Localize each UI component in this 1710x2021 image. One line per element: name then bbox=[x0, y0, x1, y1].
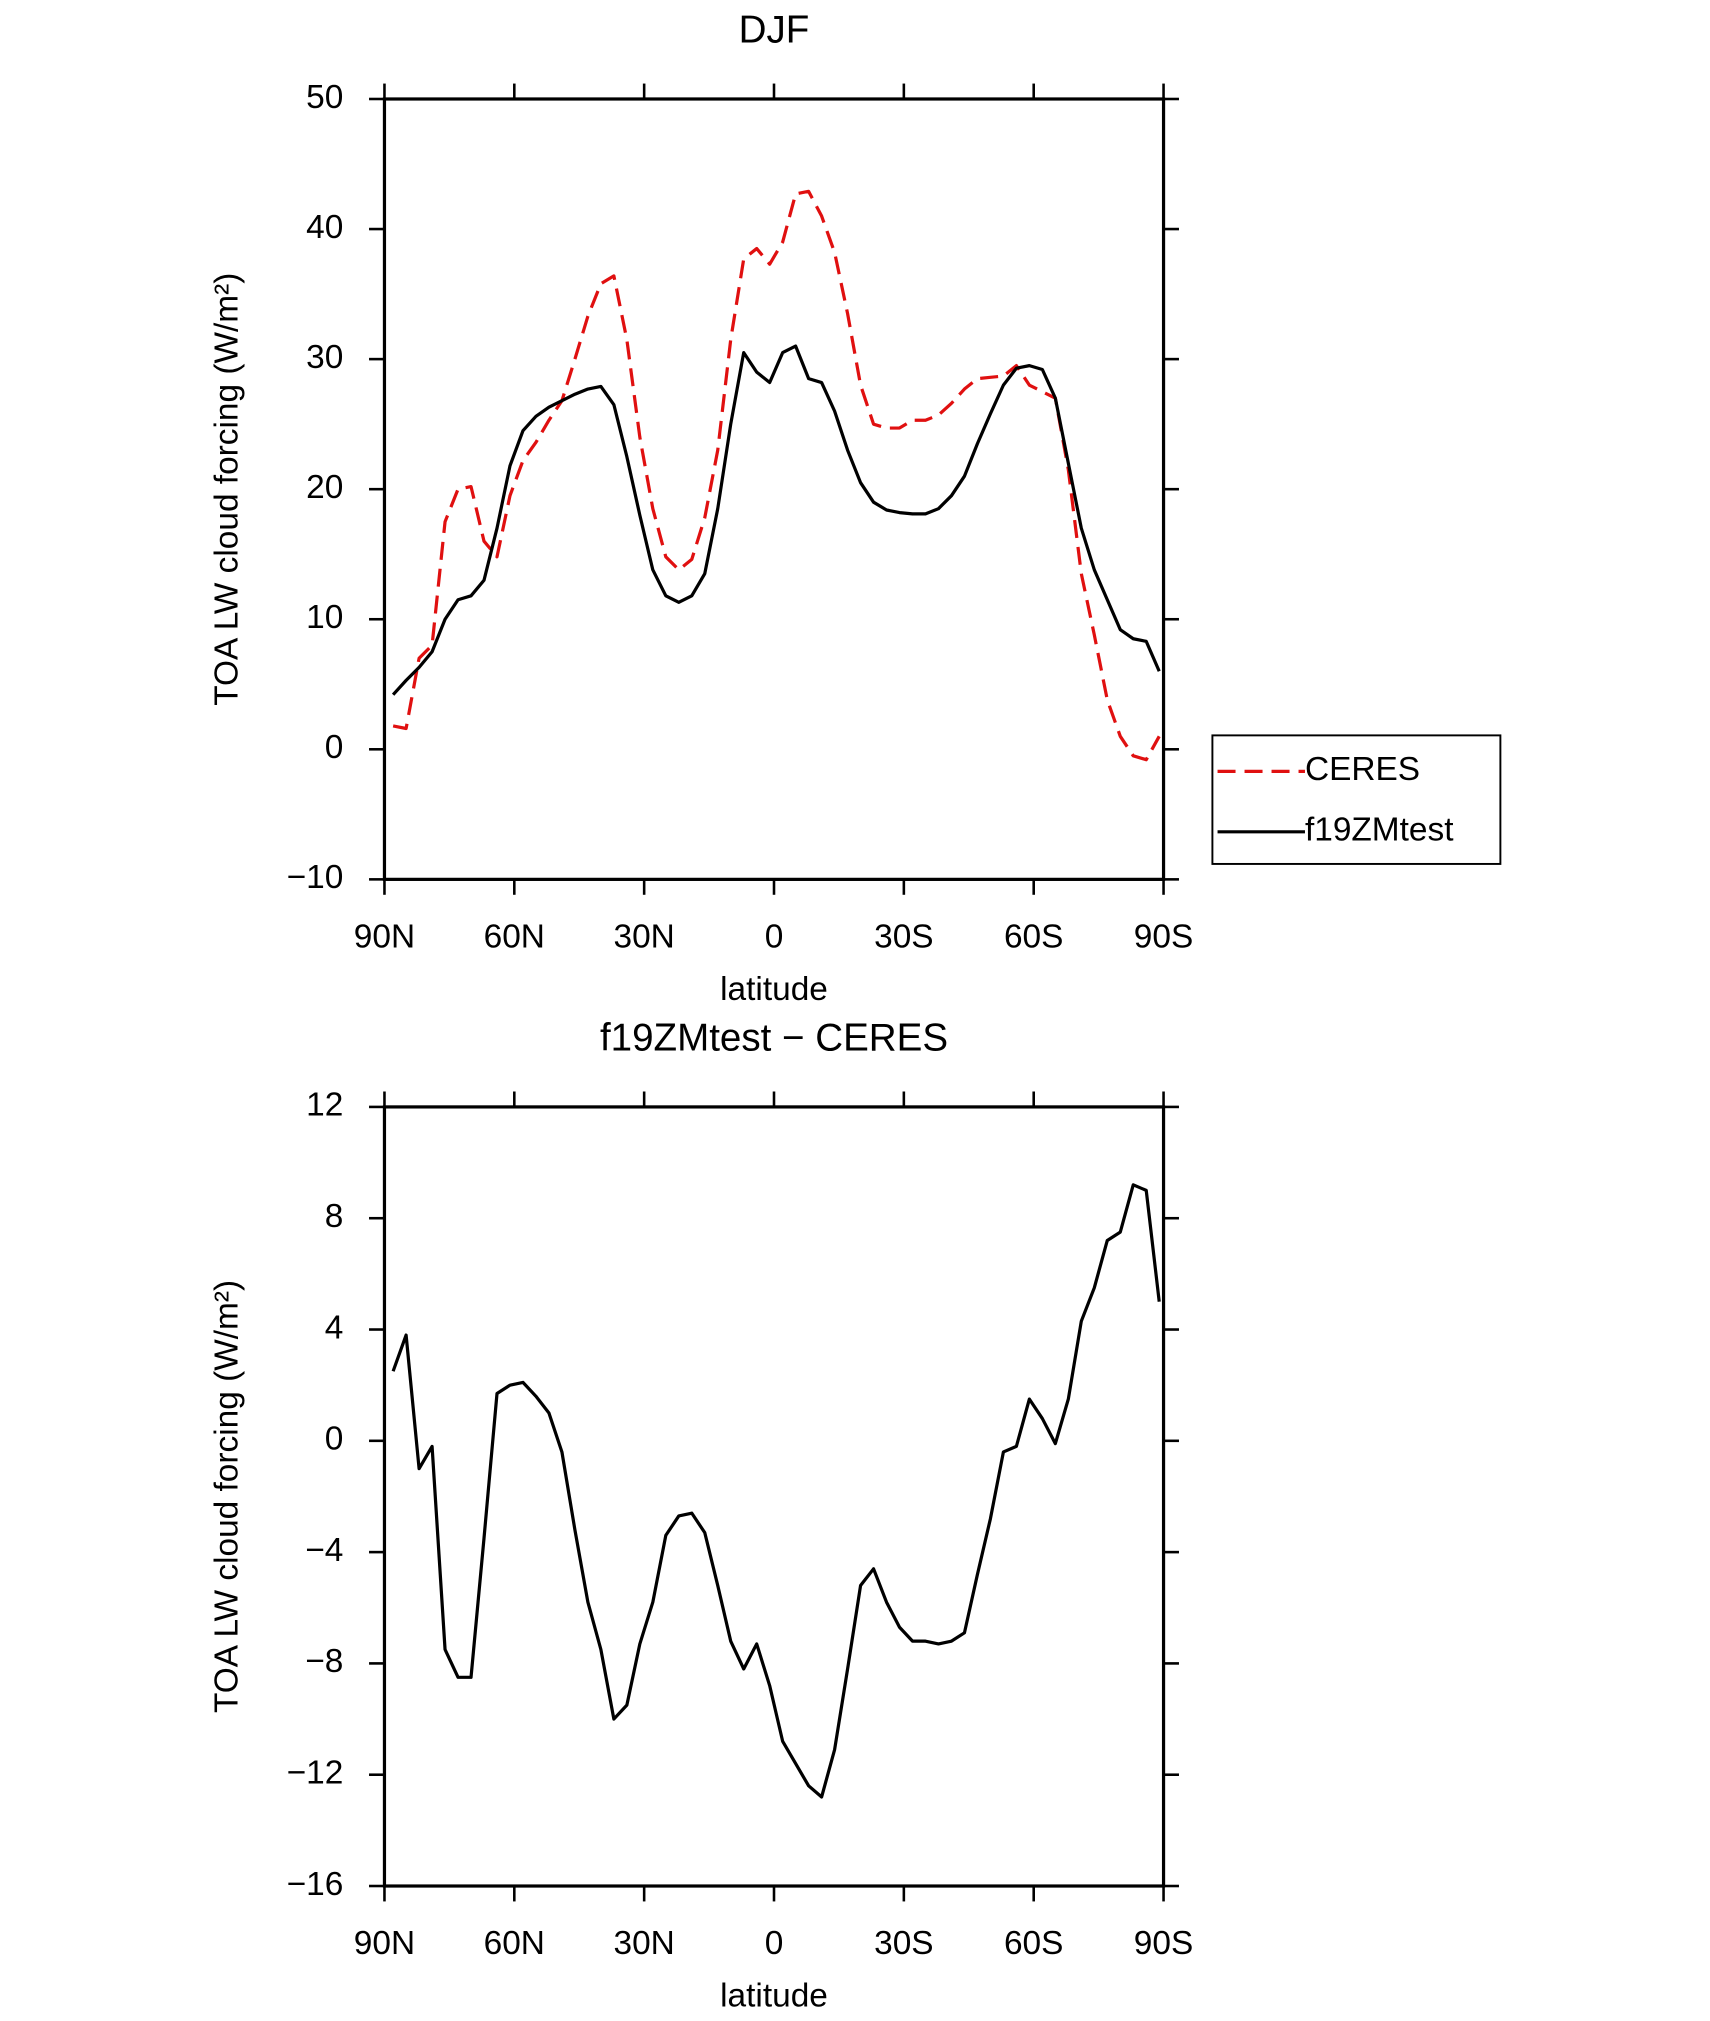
chart-title: DJF bbox=[739, 8, 810, 51]
x-tick-label: 30N bbox=[614, 1925, 675, 1962]
x-tick-label: 90S bbox=[1134, 1925, 1193, 1962]
x-tick-label: 60S bbox=[1004, 1925, 1063, 1962]
x-tick-label: 60S bbox=[1004, 918, 1063, 955]
y-tick-label: 40 bbox=[306, 209, 343, 246]
y-axis-label: TOA LW cloud forcing (W/m²) bbox=[209, 273, 246, 706]
x-tick-label: 90N bbox=[354, 1925, 415, 1962]
y-tick-label: 4 bbox=[325, 1309, 344, 1346]
y-tick-label: −10 bbox=[287, 859, 344, 896]
legend-label: CERES bbox=[1305, 751, 1420, 788]
y-tick-label: 30 bbox=[306, 339, 343, 376]
x-tick-label: 0 bbox=[765, 918, 784, 955]
y-tick-label: 10 bbox=[306, 599, 343, 636]
chart-title: f19ZMtest − CERES bbox=[600, 1016, 948, 1059]
y-tick-label: −4 bbox=[305, 1532, 343, 1569]
y-tick-label: 12 bbox=[306, 1087, 343, 1124]
y-tick-label: 50 bbox=[306, 79, 343, 116]
plot-frame bbox=[382, 1105, 1166, 1888]
x-tick-label: 30S bbox=[874, 918, 933, 955]
x-axis-label: latitude bbox=[720, 971, 828, 1008]
data-line bbox=[391, 344, 1161, 696]
legend-box bbox=[1211, 734, 1502, 865]
y-tick-label: −16 bbox=[287, 1866, 344, 1903]
data-line bbox=[392, 189, 1161, 762]
y-tick-label: 0 bbox=[325, 729, 344, 766]
data-line bbox=[391, 1183, 1161, 1799]
x-tick-label: 30N bbox=[614, 918, 675, 955]
y-tick-label: −12 bbox=[287, 1755, 344, 1792]
x-tick-label: 90N bbox=[354, 918, 415, 955]
x-tick-label: 0 bbox=[765, 1925, 784, 1962]
x-tick-label: 60N bbox=[484, 918, 545, 955]
x-axis-label: latitude bbox=[720, 1978, 828, 2015]
legend-label: f19ZMtest bbox=[1305, 812, 1454, 849]
y-tick-label: 0 bbox=[325, 1421, 344, 1458]
y-tick-label: 20 bbox=[306, 469, 343, 506]
plot-frame bbox=[382, 97, 1166, 881]
y-axis-label: TOA LW cloud forcing (W/m²) bbox=[209, 1280, 246, 1713]
x-tick-label: 30S bbox=[874, 1925, 933, 1962]
x-tick-label: 90S bbox=[1134, 918, 1193, 955]
y-tick-label: −8 bbox=[305, 1643, 343, 1680]
x-tick-label: 60N bbox=[484, 1925, 545, 1962]
y-tick-label: 8 bbox=[325, 1198, 344, 1235]
